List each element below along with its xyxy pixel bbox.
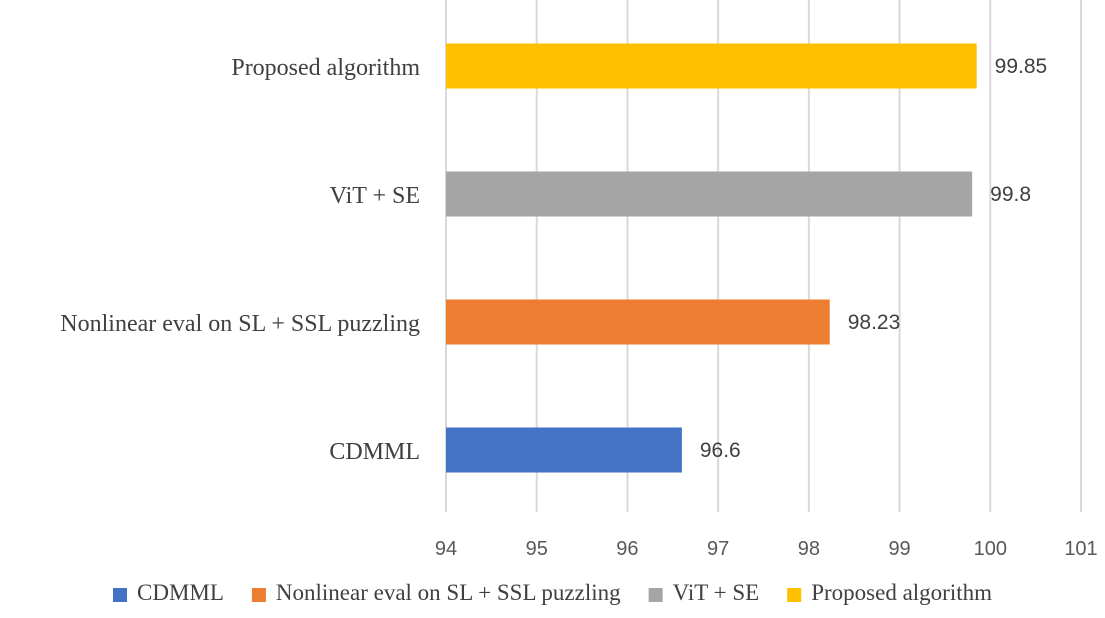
x-tick-label: 101 — [1064, 538, 1097, 560]
legend-label: ViT + SE — [673, 580, 760, 605]
bar — [446, 171, 973, 217]
legend-item: Nonlinear eval on SL + SSL puzzling — [251, 580, 621, 605]
category-label: Proposed algorithm — [231, 55, 420, 81]
legend-swatch — [787, 588, 802, 602]
category-label: ViT + SE — [330, 183, 420, 209]
category-label: Nonlinear eval on SL + SSL puzzling — [60, 311, 420, 337]
bar — [446, 427, 682, 473]
legend-label: Proposed algorithm — [811, 580, 992, 605]
legend-item: CDMML — [113, 580, 224, 605]
data-label: 99.85 — [995, 55, 1048, 78]
category-label: CDMML — [329, 439, 420, 465]
x-tick-label: 95 — [526, 538, 548, 560]
legend-item: ViT + SE — [648, 580, 760, 605]
data-label: 96.6 — [700, 439, 741, 462]
x-tick-label: 99 — [888, 538, 910, 560]
legend-label: Nonlinear eval on SL + SSL puzzling — [276, 580, 621, 605]
labels: 94 95 96 97 98 99 100 101 96.6 CDMML 98.23 Nonlinea… — [60, 55, 1097, 560]
x-tick-label: 94 — [435, 538, 457, 560]
legend-swatch — [251, 588, 266, 602]
x-tick-label: 98 — [798, 538, 820, 560]
legend: CDMML Nonlinear eval on SL + SSL puzzling… — [113, 580, 992, 605]
legend-label: CDMML — [137, 580, 224, 605]
x-tick-label: 96 — [616, 538, 638, 560]
bars — [446, 43, 977, 473]
data-label: 99.8 — [990, 183, 1031, 206]
data-label: 98.23 — [848, 311, 901, 334]
bar — [446, 43, 977, 89]
x-tick-label: 97 — [707, 538, 729, 560]
bar — [446, 299, 830, 345]
legend-item: Proposed algorithm — [787, 580, 992, 605]
x-tick-label: 100 — [974, 538, 1007, 560]
legend-swatch — [113, 588, 127, 602]
legend-swatch — [648, 588, 663, 602]
